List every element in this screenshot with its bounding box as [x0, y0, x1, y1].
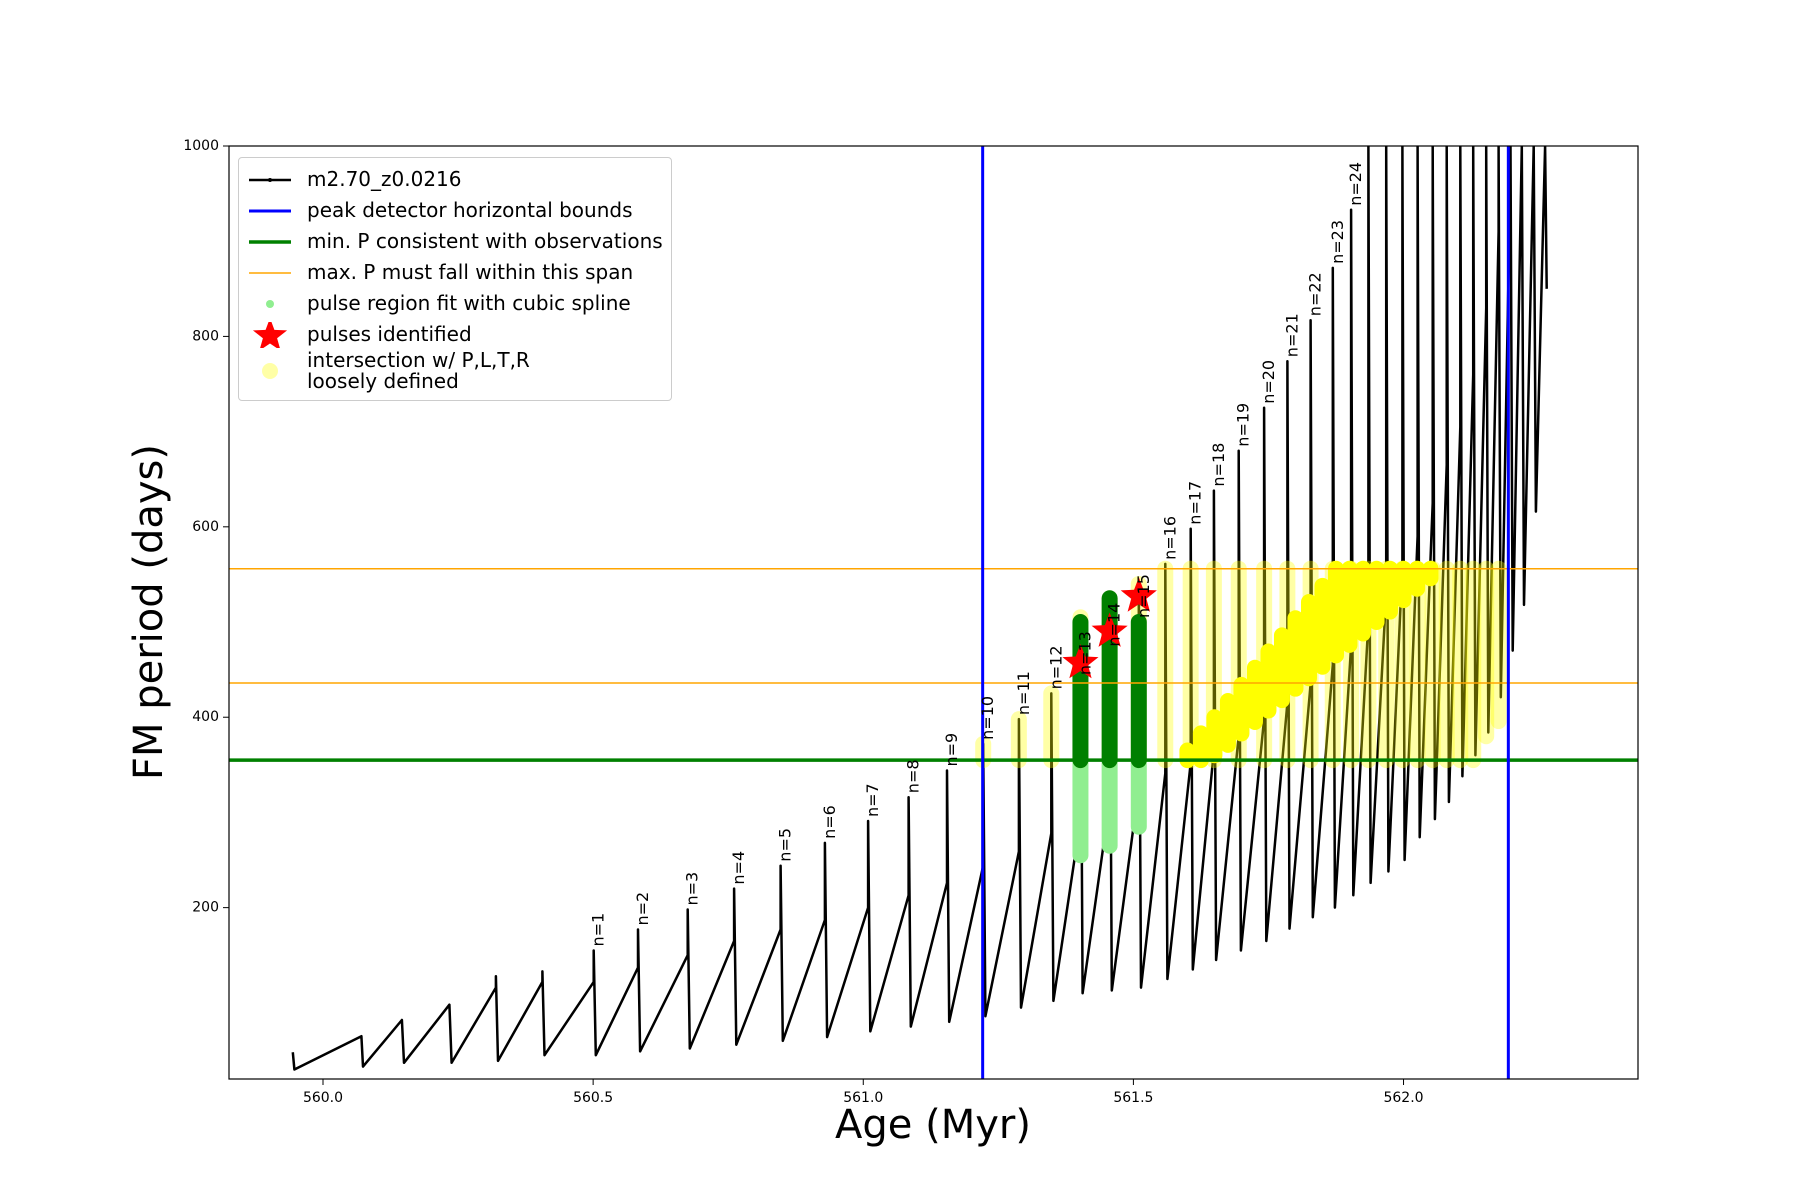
- legend-item: m2.70_z0.0216: [245, 164, 663, 195]
- annotation: n=12: [1046, 645, 1065, 689]
- legend-dot: [262, 363, 278, 379]
- legend-label: min. P consistent with observations: [307, 229, 663, 253]
- x-tick-label: 561.0: [843, 1090, 883, 1106]
- annotation: n=3: [683, 872, 702, 906]
- annotation: n=18: [1209, 443, 1228, 487]
- annotation: n=6: [820, 805, 839, 839]
- annotation: n=8: [904, 759, 923, 793]
- axes-frame: [228, 145, 1639, 1080]
- annotations: n=1 n=2 n=3 n=4 n=5 n=6 n=7 n=8 n=9 n=10 n=11 n=12 n…: [589, 162, 1365, 947]
- annotation: n=11: [1014, 671, 1033, 715]
- annotation: n=13: [1076, 631, 1095, 675]
- legend-item: peak detector horizontal bounds: [245, 195, 663, 226]
- y-tick-label: 200: [192, 900, 219, 916]
- annotation: n=21: [1282, 313, 1301, 357]
- legend-item: max. P must fall within this span: [245, 257, 663, 288]
- y-tick-label: 600: [192, 519, 219, 535]
- annotation: n=14: [1105, 603, 1124, 647]
- y-axis-label: FM period (days): [126, 444, 172, 780]
- x-tick-label: 562.0: [1383, 1090, 1423, 1106]
- legend-label: m2.70_z0.0216: [307, 167, 462, 191]
- legend-label: peak detector horizontal bounds: [307, 198, 633, 222]
- legend-icon: [266, 299, 274, 308]
- legend-item: intersection w/ P,L,T,R loosely defined: [245, 350, 663, 392]
- annotation: n=24: [1346, 162, 1365, 206]
- legend-icon: [262, 363, 278, 379]
- annotation: n=17: [1186, 481, 1205, 525]
- annotation: n=9: [942, 733, 961, 767]
- annotation: n=2: [633, 892, 652, 926]
- legend-icon: [249, 177, 291, 182]
- legend-icon: [249, 209, 291, 212]
- legend-dot: [268, 177, 272, 182]
- legend-label: max. P must fall within this span: [307, 260, 634, 284]
- star-marker: [1120, 577, 1157, 612]
- annotation: n=19: [1234, 403, 1253, 447]
- legend-label: intersection w/ P,L,T,R loosely defined: [307, 348, 530, 393]
- annotation: n=23: [1328, 220, 1347, 264]
- x-tick-label: 561.5: [1113, 1090, 1153, 1106]
- y-tick-label: 800: [192, 328, 219, 344]
- annotation: n=1: [589, 913, 608, 947]
- y-tick-label: 1000: [183, 138, 219, 154]
- annotation: n=22: [1306, 272, 1325, 316]
- legend-dot: [266, 299, 274, 308]
- annotation: n=16: [1160, 516, 1179, 560]
- annotation: n=10: [978, 696, 997, 740]
- axes: 560.0 560.5 561.0 561.5 562.0 200 400 600 800 100…: [183, 138, 1423, 1106]
- legend-label: pulses identified: [307, 322, 472, 346]
- plot-area: [229, 146, 1638, 1079]
- legend-icon: [252, 321, 288, 348]
- annotation: n=7: [863, 783, 882, 817]
- legend-icon: [249, 271, 291, 274]
- x-tick-label: 560.0: [303, 1090, 343, 1106]
- legend-label: pulse region fit with cubic spline: [307, 291, 631, 315]
- x-axis-label: Age (Myr): [835, 1102, 1031, 1148]
- legend-star: [252, 321, 288, 348]
- annotation: n=20: [1259, 360, 1278, 404]
- annotation: n=15: [1134, 574, 1153, 618]
- y-tick-label: 400: [192, 709, 219, 725]
- star-marker: [1091, 612, 1128, 647]
- x-tick-label: 560.5: [573, 1090, 613, 1106]
- legend-item: min. P consistent with observations: [245, 226, 663, 257]
- legend-item: pulses identified: [245, 319, 663, 350]
- annotation: n=4: [729, 851, 748, 885]
- legend-item: pulse region fit with cubic spline: [245, 288, 663, 319]
- star-marker: [1062, 644, 1099, 679]
- legend-icon: [249, 239, 291, 244]
- annotation: n=5: [776, 828, 795, 862]
